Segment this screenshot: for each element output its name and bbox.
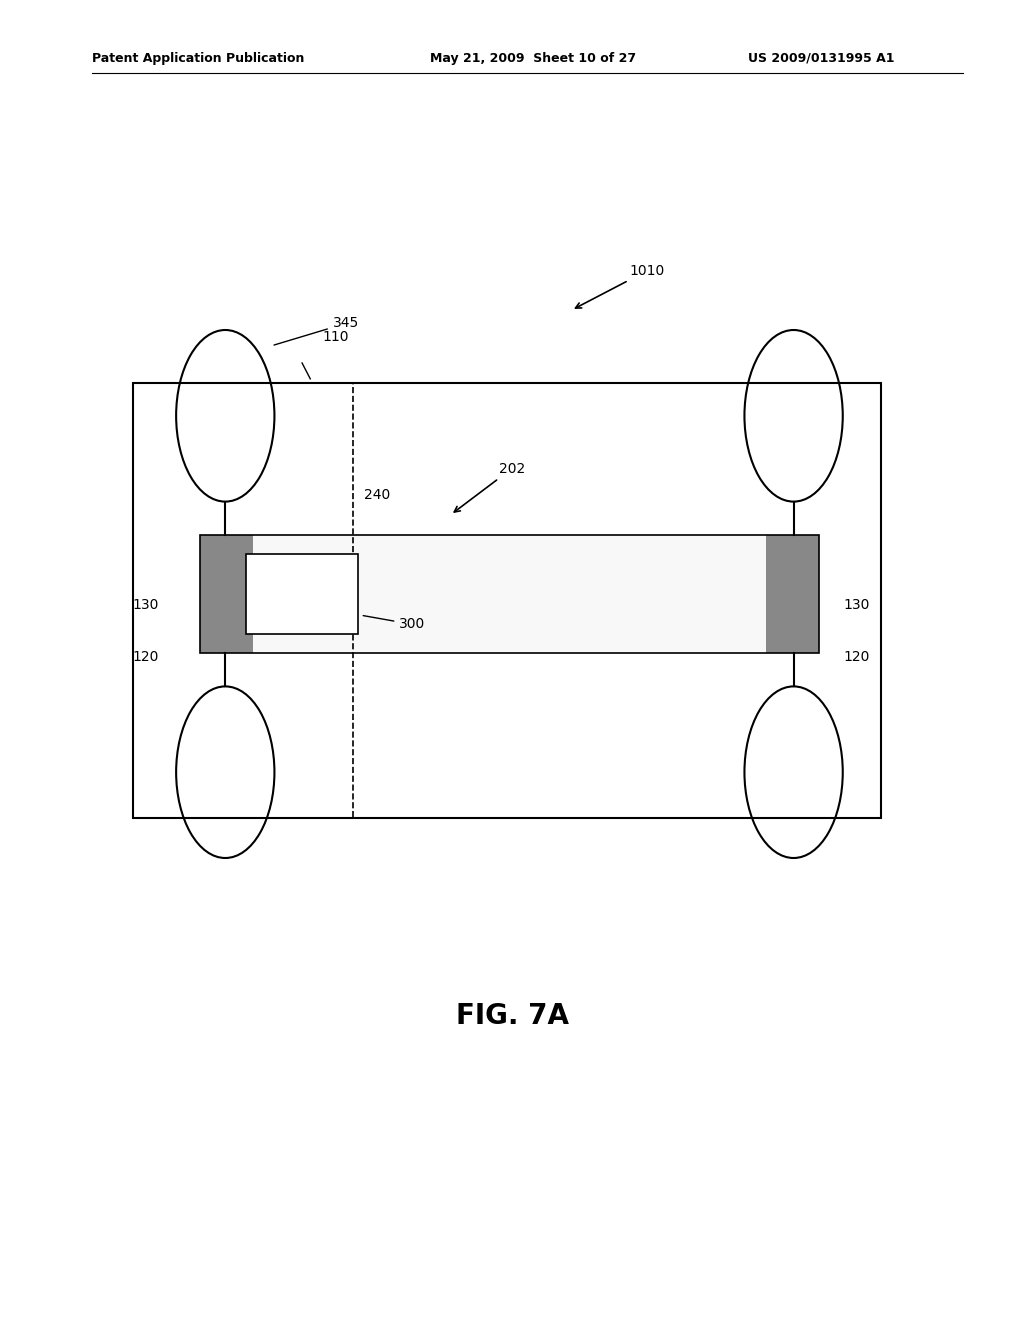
Text: US 2009/0131995 A1: US 2009/0131995 A1: [748, 51, 894, 65]
Bar: [133, 383, 881, 818]
Text: 345: 345: [274, 317, 359, 345]
Text: 120: 120: [844, 651, 870, 664]
Text: 300: 300: [364, 615, 426, 631]
Text: 130: 130: [844, 598, 870, 611]
Text: FIG. 7A: FIG. 7A: [456, 1002, 568, 1031]
Bar: [246, 554, 358, 634]
Text: 202: 202: [455, 462, 525, 512]
Text: May 21, 2009  Sheet 10 of 27: May 21, 2009 Sheet 10 of 27: [430, 51, 636, 65]
Text: 120: 120: [132, 651, 159, 664]
Bar: [200, 535, 253, 653]
Bar: [133, 383, 353, 818]
Bar: [766, 535, 819, 653]
Text: Patent Application Publication: Patent Application Publication: [92, 51, 304, 65]
Text: 110: 110: [323, 330, 349, 343]
Bar: [200, 535, 819, 653]
Text: 240: 240: [364, 488, 390, 502]
Text: 1010: 1010: [575, 264, 665, 308]
Bar: [200, 535, 819, 653]
Text: 130: 130: [132, 598, 159, 611]
